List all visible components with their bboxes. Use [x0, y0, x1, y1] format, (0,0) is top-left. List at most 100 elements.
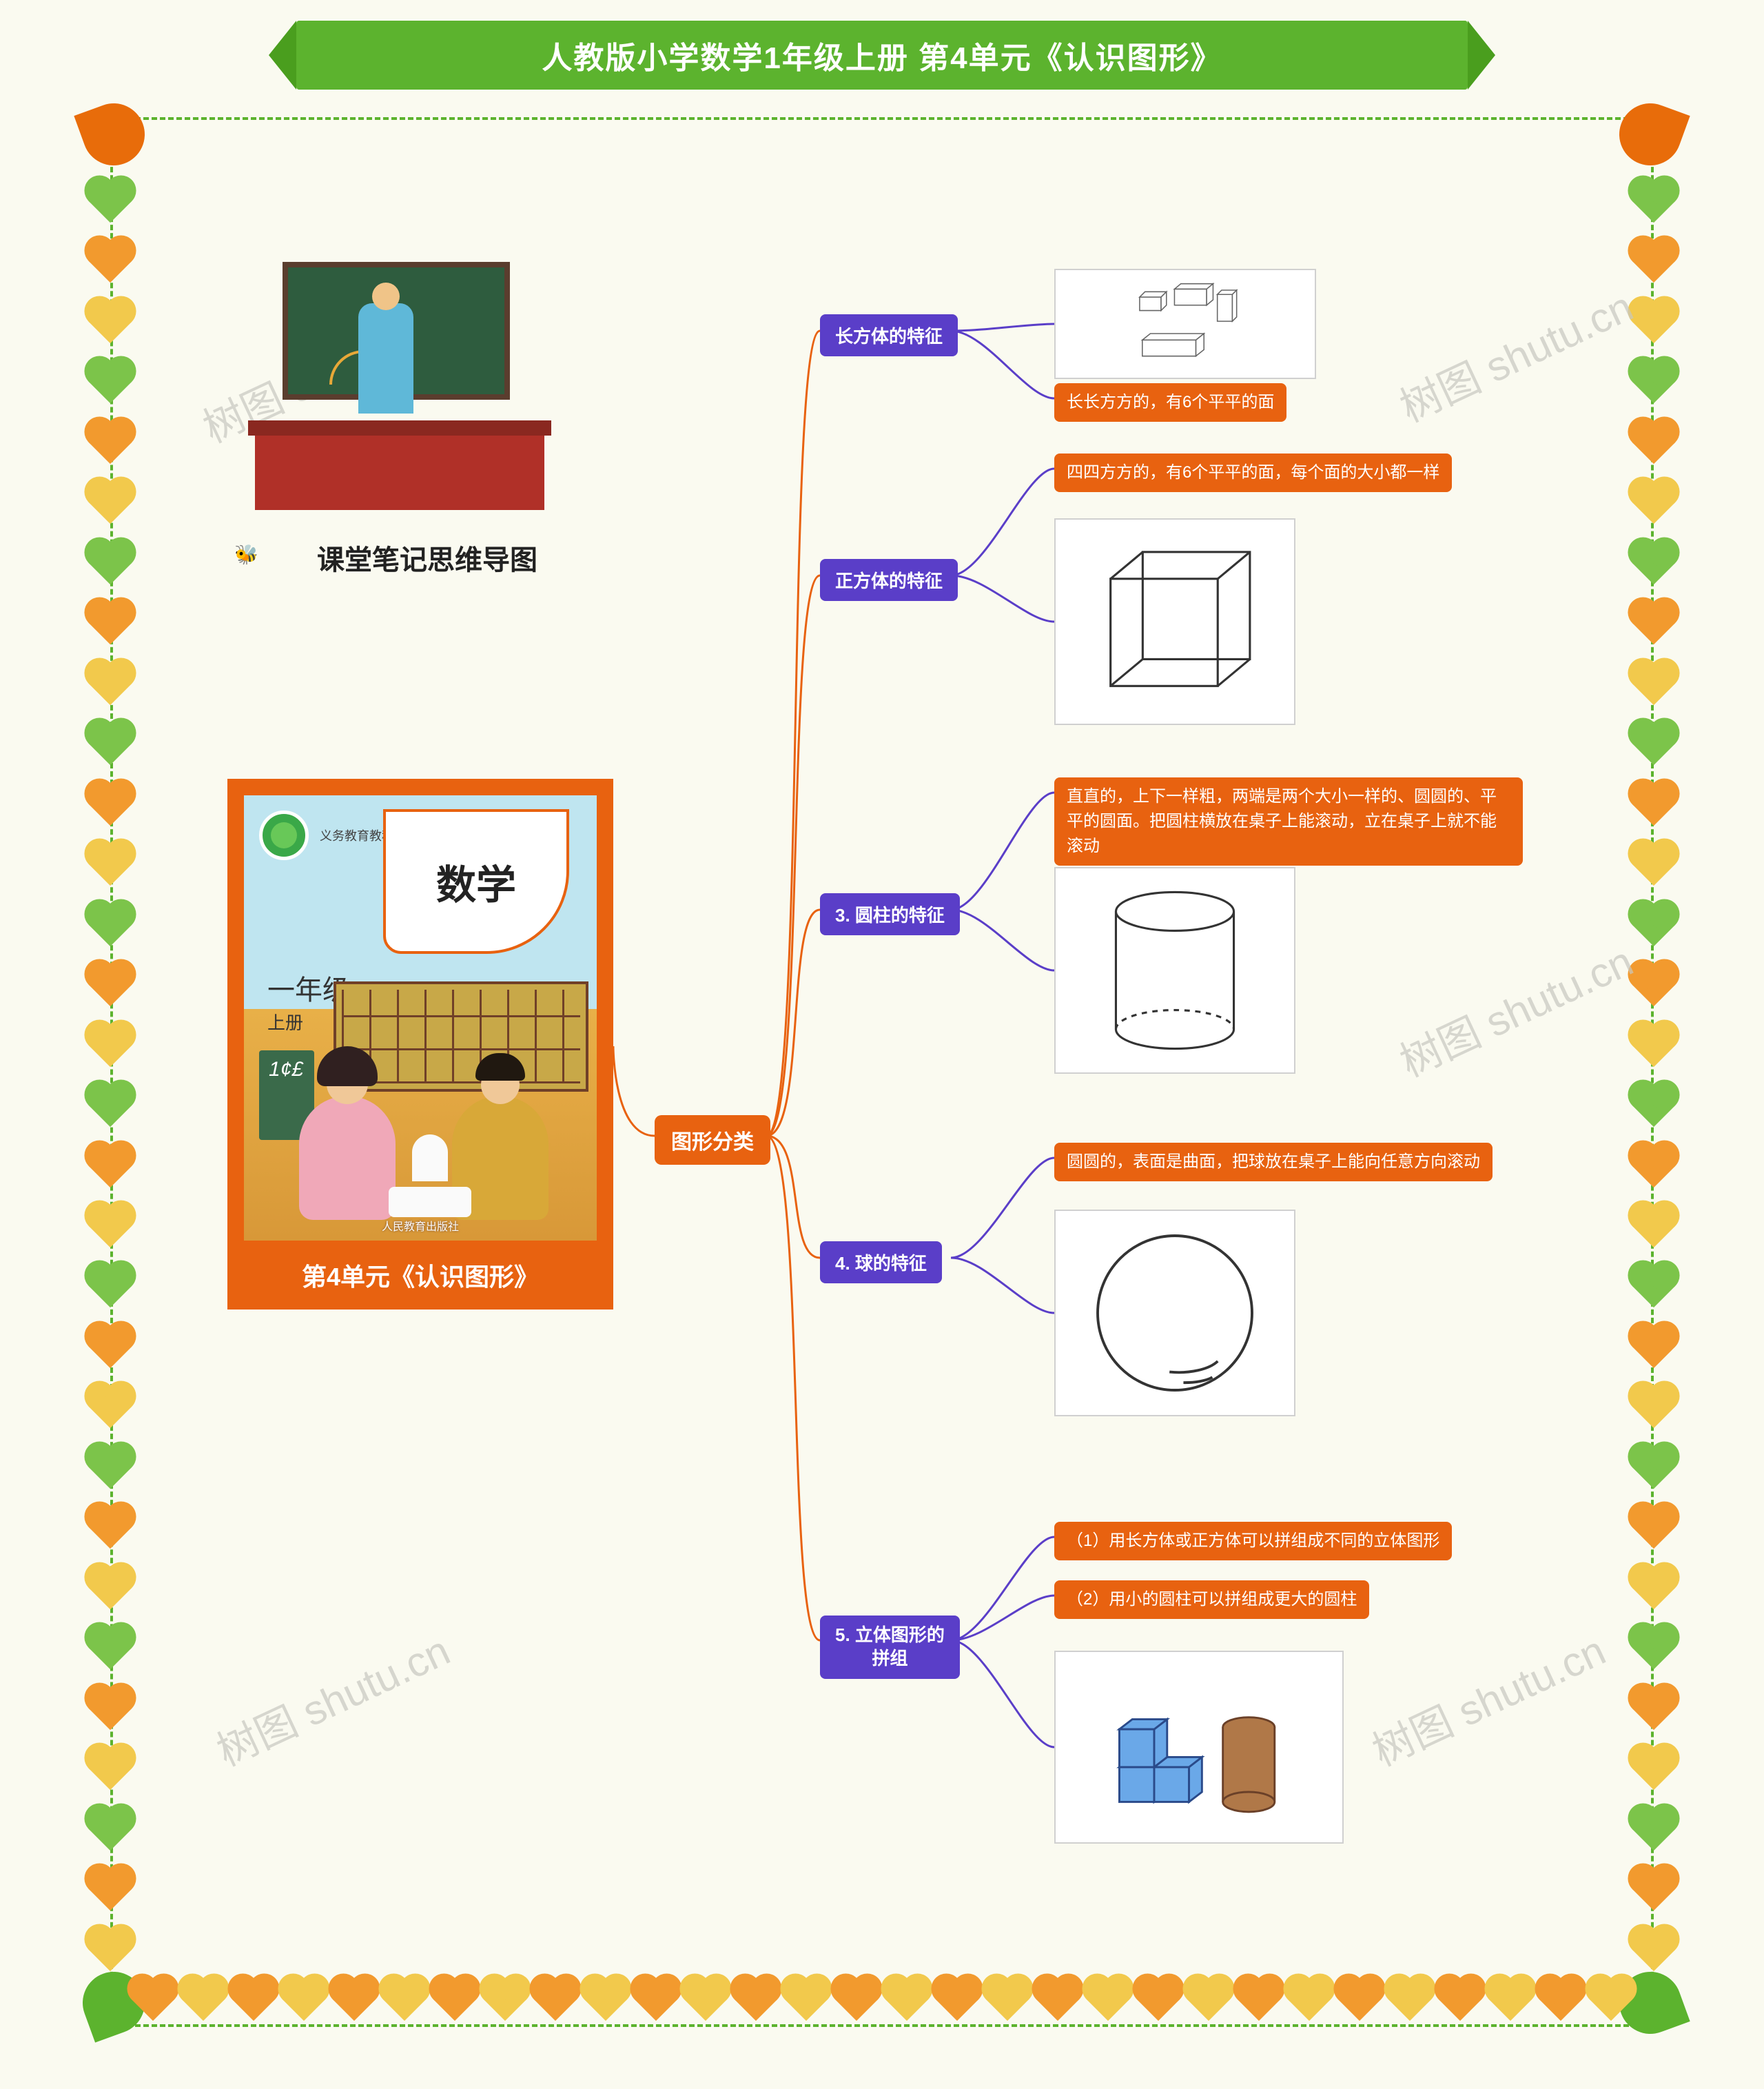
heart-icon — [89, 602, 132, 644]
heart-icon — [89, 1928, 132, 1970]
leaf-image-cylinder — [1054, 867, 1295, 1074]
leaf-image-compose — [1054, 1651, 1344, 1844]
heart-icon — [1439, 1978, 1481, 2021]
cover-subject: 数学 — [436, 853, 516, 910]
heart-icon — [89, 1747, 132, 1790]
heart-icon — [1632, 1506, 1675, 1549]
branch-cuboid: 长方体的特征 — [820, 314, 958, 356]
heart-icon — [534, 1978, 577, 2021]
heart-icon — [1632, 1205, 1675, 1247]
heart-icon — [89, 662, 132, 705]
heart-icon — [89, 1687, 132, 1730]
heart-icon — [1632, 421, 1675, 464]
heart-icon — [1036, 1978, 1079, 2021]
leaf-text-compose-1: （2）用小的圆柱可以拼组成更大的圆柱 — [1054, 1580, 1369, 1619]
cover-volume: 上册 — [267, 1009, 303, 1035]
heart-icon — [89, 1567, 132, 1609]
heart-icon — [1388, 1978, 1431, 2021]
page-title: 人教版小学数学1年级上册 第4单元《认识图形》 — [542, 33, 1222, 77]
heart-icon — [484, 1978, 526, 2021]
heart-icon — [1632, 1325, 1675, 1368]
heart-icon — [1187, 1978, 1230, 2021]
leaf-text-cube-0: 四四方方的，有6个平平的面，每个面的大小都一样 — [1054, 454, 1452, 492]
cover-shapes-icon — [389, 1134, 471, 1217]
heart-border-left — [90, 117, 131, 1979]
heart-icon — [89, 1144, 132, 1187]
heart-icon — [1632, 1627, 1675, 1669]
teacher-body-icon — [358, 303, 413, 414]
heart-icon — [1632, 964, 1675, 1006]
heart-icon — [333, 1978, 376, 2021]
heart-icon — [1632, 843, 1675, 886]
heart-icon — [735, 1978, 777, 2021]
heart-icon — [1632, 722, 1675, 765]
leaf-image-sphere — [1054, 1210, 1295, 1416]
heart-icon — [1632, 481, 1675, 524]
heart-icon — [1632, 300, 1675, 343]
heart-icon — [89, 1808, 132, 1851]
heart-icon — [89, 421, 132, 464]
heart-icon — [1632, 1385, 1675, 1428]
heart-icon — [89, 964, 132, 1006]
branch-sphere: 4. 球的特征 — [820, 1241, 942, 1283]
leaf-image-cube — [1054, 518, 1295, 725]
heart-icon — [89, 300, 132, 343]
heart-icon — [1632, 1144, 1675, 1187]
heart-icon — [1632, 1928, 1675, 1970]
heart-icon — [89, 1385, 132, 1428]
branch-compose: 5. 立体图形的拼组 — [820, 1616, 960, 1679]
textbook-cover: 义务教育教科书 数学 一年级 上册 人民教育出版社 第4单元《认识图形》 — [227, 779, 613, 1310]
leaf-text-cylinder-0: 直直的，上下一样粗，两端是两个大小一样的、圆圆的、平平的圆面。把圆柱横放在桌子上… — [1054, 777, 1523, 866]
heart-icon — [232, 1978, 275, 2021]
heart-icon — [1632, 1023, 1675, 1066]
heart-icon — [1632, 542, 1675, 584]
heart-icon — [89, 180, 132, 223]
heart-icon — [835, 1978, 878, 2021]
heart-icon — [89, 722, 132, 765]
leaf-text-cuboid-1: 长长方方的，有6个平平的面 — [1054, 383, 1286, 422]
heart-icon — [89, 843, 132, 886]
heart-icon — [1632, 662, 1675, 705]
heart-icon — [1338, 1978, 1381, 2021]
teacher-illustration — [255, 262, 544, 510]
heart-icon — [89, 783, 132, 826]
heart-icon — [1489, 1978, 1532, 2021]
cover-caption: 第4单元《认识图形》 — [302, 1257, 539, 1293]
heart-icon — [885, 1978, 928, 2021]
heart-icon — [1288, 1978, 1331, 2021]
cover-badge-icon — [259, 811, 309, 860]
heart-icon — [383, 1978, 426, 2021]
heart-icon — [936, 1978, 978, 2021]
heart-border-bottom — [138, 1979, 1626, 2020]
heart-icon — [1087, 1978, 1129, 2021]
heart-icon — [283, 1978, 325, 2021]
heart-icon — [1238, 1978, 1280, 2021]
heart-icon — [1632, 1265, 1675, 1307]
heart-icon — [89, 1325, 132, 1368]
heart-icon — [433, 1978, 476, 2021]
heart-icon — [1539, 1978, 1582, 2021]
heart-icon — [89, 240, 132, 283]
subtitle: 课堂笔记思维导图 — [255, 538, 599, 578]
desk-icon — [255, 434, 544, 510]
heart-icon — [1632, 1687, 1675, 1730]
cover-subject-shape: 数学 — [383, 809, 569, 954]
heart-icon — [1632, 1567, 1675, 1609]
heart-icon — [1632, 240, 1675, 283]
heart-icon — [89, 542, 132, 584]
heart-icon — [1632, 1084, 1675, 1127]
mindmap-root: 图形分类 — [655, 1115, 770, 1165]
heart-icon — [89, 481, 132, 524]
heart-icon — [1632, 360, 1675, 403]
heart-icon — [89, 1446, 132, 1489]
heart-icon — [1632, 904, 1675, 946]
branch-cube: 正方体的特征 — [820, 559, 958, 601]
heart-icon — [89, 1023, 132, 1066]
heart-icon — [89, 1868, 132, 1910]
heart-icon — [89, 1506, 132, 1549]
cover-image: 义务教育教科书 数学 一年级 上册 人民教育出版社 — [244, 795, 597, 1241]
heart-icon — [1632, 1747, 1675, 1790]
heart-icon — [182, 1978, 225, 2021]
heart-icon — [89, 1205, 132, 1247]
heart-icon — [1137, 1978, 1180, 2021]
